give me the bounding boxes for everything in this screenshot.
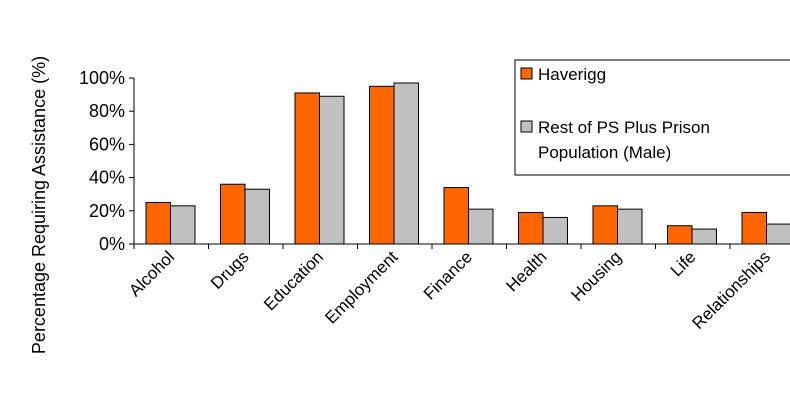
bar-employment-series-1 xyxy=(370,86,395,244)
y-axis-label: Percentage Requiring Assistance (%) xyxy=(29,56,49,354)
x-category-label: Relationships xyxy=(688,247,774,333)
bar-alcohol-series-1 xyxy=(146,203,171,245)
bar-finance-series-2 xyxy=(469,209,494,244)
bar-relationships-series-2 xyxy=(767,224,790,244)
bar-employment-series-2 xyxy=(394,83,419,244)
legend-label-series-1: Haverigg xyxy=(538,65,606,84)
x-category-label: Education xyxy=(260,247,327,314)
bar-alcohol-series-2 xyxy=(171,206,196,244)
bar-life-series-1 xyxy=(668,226,693,244)
bar-education-series-2 xyxy=(320,96,345,244)
x-category-label: Employment xyxy=(321,247,401,327)
y-tick-label: 100% xyxy=(79,68,125,88)
x-category-label: Drugs xyxy=(207,247,253,293)
legend-swatch-series-1 xyxy=(521,68,532,79)
legend-label-series-2: Rest of PS Plus Prison xyxy=(538,118,710,137)
x-category-label: Alcohol xyxy=(125,247,178,300)
bar-finance-series-1 xyxy=(444,188,469,244)
y-tick-label: 0% xyxy=(99,234,125,254)
y-tick-label: 80% xyxy=(89,101,125,121)
y-tick-label: 60% xyxy=(89,134,125,154)
y-tick-label: 40% xyxy=(89,168,125,188)
legend-swatch-series-2 xyxy=(521,121,532,132)
bar-health-series-1 xyxy=(519,212,544,244)
bar-education-series-1 xyxy=(295,93,320,244)
x-category-label: Housing xyxy=(568,247,626,305)
x-category-label: Health xyxy=(502,247,550,295)
legend-label-series-2: Population (Male) xyxy=(538,143,671,162)
bar-housing-series-1 xyxy=(593,206,618,244)
bar-drugs-series-1 xyxy=(221,184,246,244)
x-category-label: Life xyxy=(667,247,700,280)
legend: Haverigg Rest of PS Plus Prison Population… xyxy=(515,60,790,175)
bar-health-series-2 xyxy=(543,217,568,244)
x-category-label: Finance xyxy=(420,247,476,303)
y-tick-label: 20% xyxy=(89,201,125,221)
bar-drugs-series-2 xyxy=(245,189,270,244)
bar-relationships-series-1 xyxy=(742,212,767,244)
bar-housing-series-2 xyxy=(618,209,643,244)
bar-life-series-2 xyxy=(692,229,717,244)
